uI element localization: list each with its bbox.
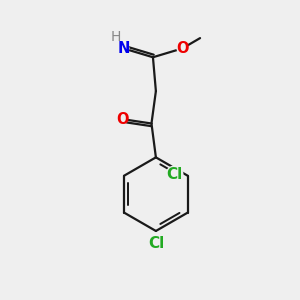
Text: O: O [116,112,128,127]
Text: N: N [117,41,130,56]
Text: Cl: Cl [167,167,183,182]
Circle shape [117,114,127,124]
Circle shape [177,43,188,54]
Text: H: H [110,30,121,44]
Text: O: O [176,41,189,56]
Circle shape [118,43,129,54]
Circle shape [166,166,183,182]
Text: Cl: Cl [148,236,164,251]
Circle shape [148,235,164,252]
